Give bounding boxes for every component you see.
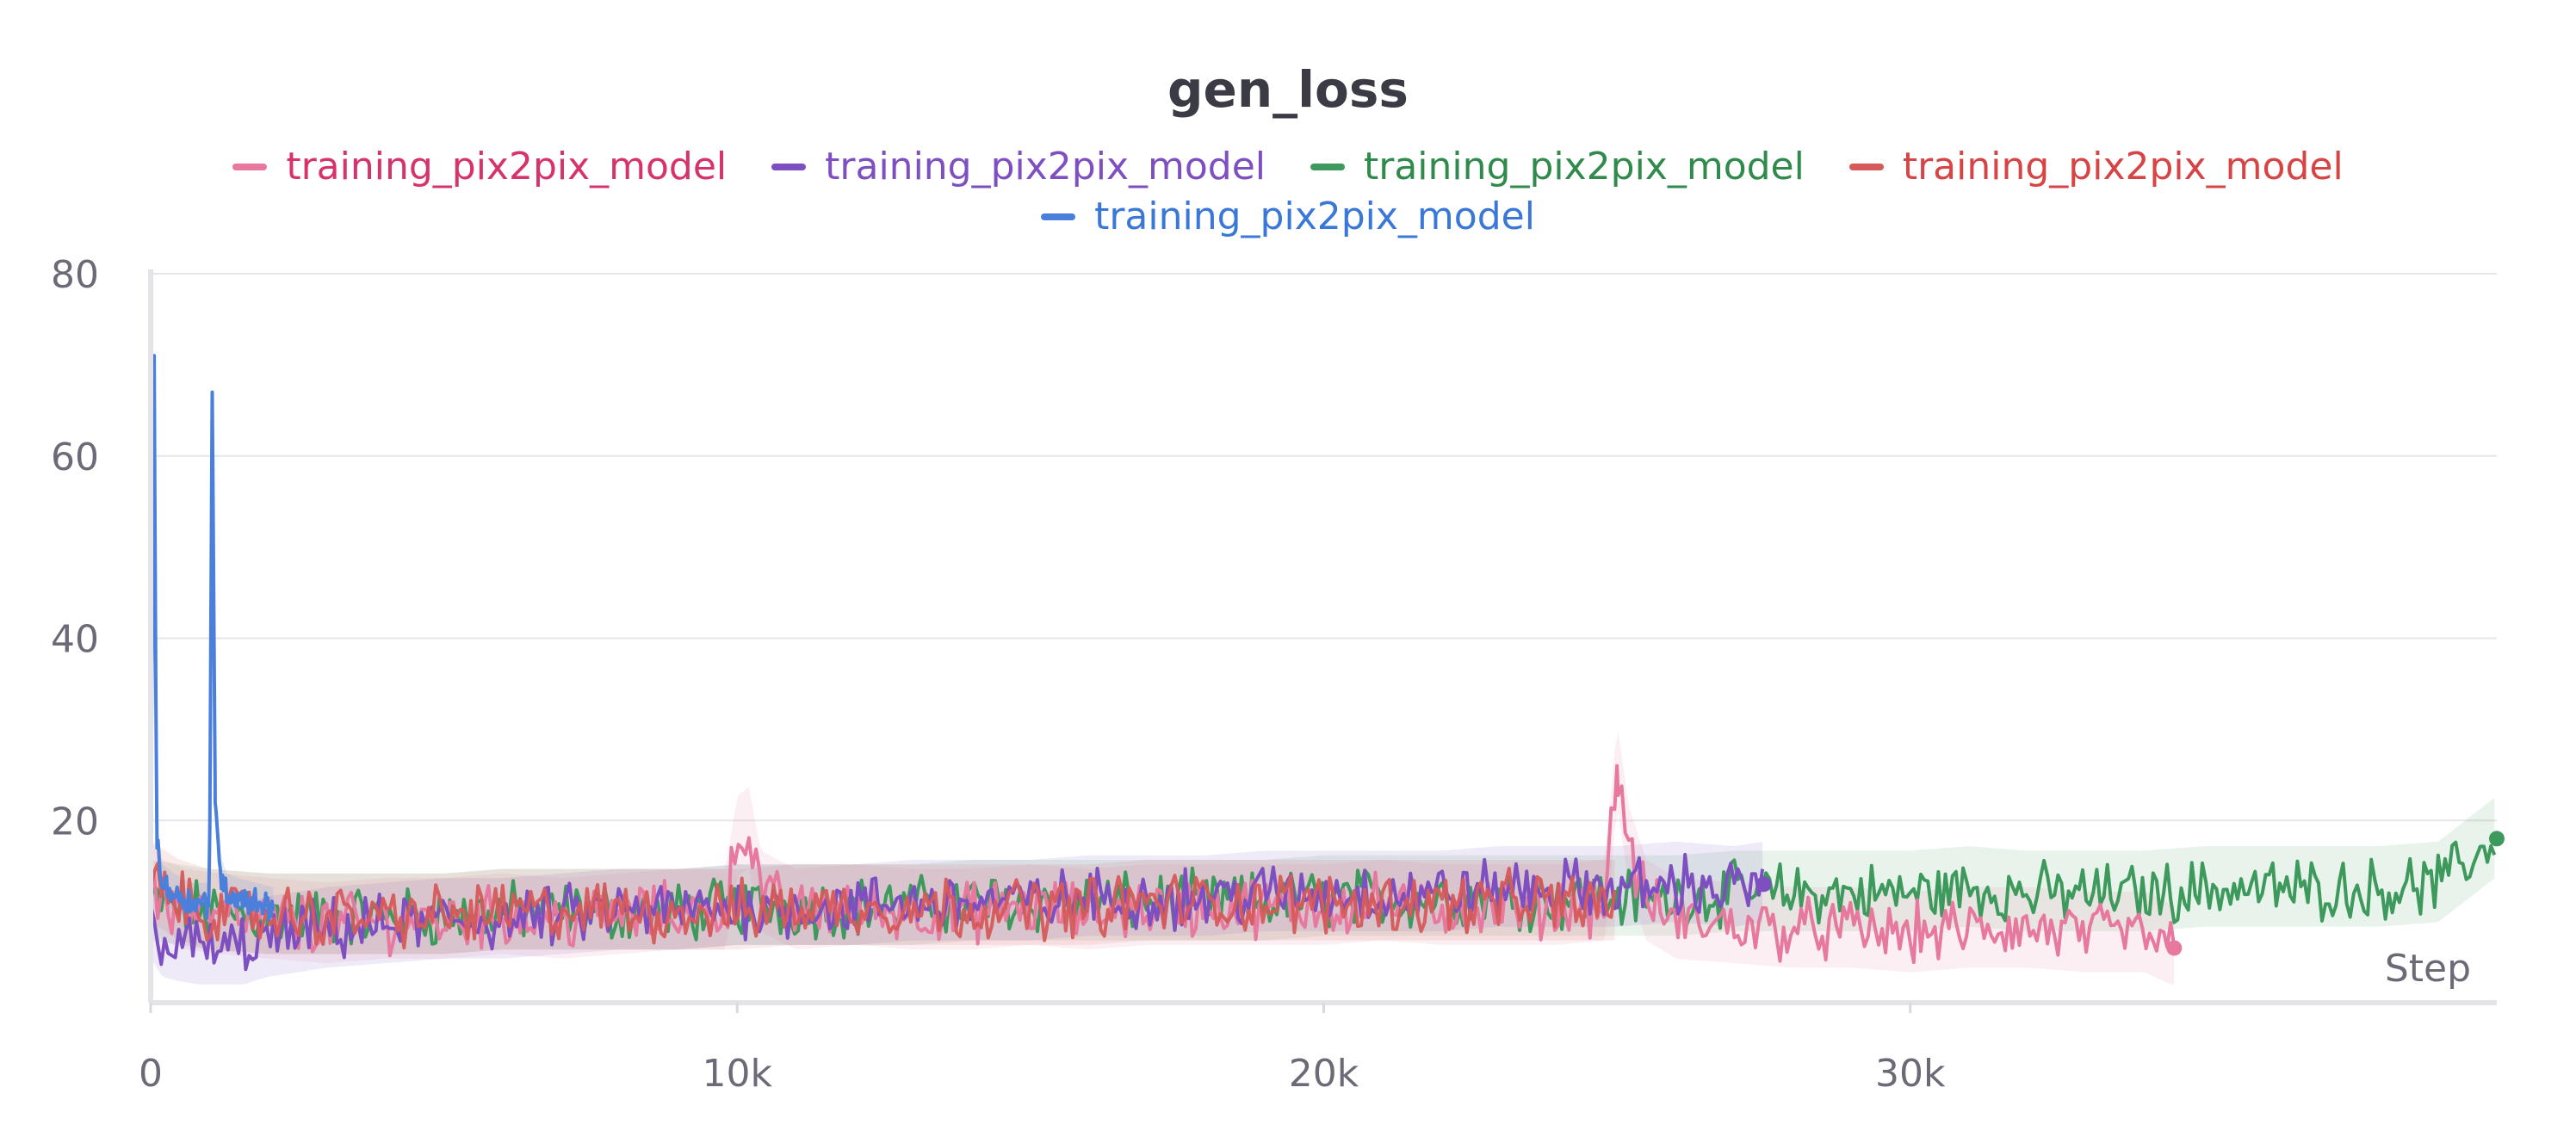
legend-label: training_pix2pix_model [1094, 195, 1535, 238]
y-tick-label: 60 [51, 436, 99, 479]
chart-title: gen_loss [1167, 60, 1409, 119]
legend-item-1[interactable]: training_pix2pix_model [232, 142, 727, 192]
legend-swatch [1041, 213, 1076, 220]
legend-item-3[interactable]: training_pix2pix_model [1310, 142, 1805, 192]
y-tick-label: 80 [51, 253, 99, 297]
grid-layer [151, 273, 2497, 822]
legend-swatch [232, 164, 268, 170]
legend-label: training_pix2pix_model [1364, 145, 1805, 188]
legend-item-5[interactable]: training_pix2pix_model [1041, 192, 1535, 242]
series-end-marker-2 [1756, 876, 1772, 893]
x-tick-label: 30k [1875, 1052, 1946, 1096]
series-layer [149, 354, 2505, 972]
x-tick-label: 0 [139, 1052, 163, 1096]
legend-item-2[interactable]: training_pix2pix_model [771, 142, 1266, 192]
axis-layer: 20 40 60 80 0 10k 20k 30k Step [51, 253, 2497, 1096]
x-axis-label: Step [2385, 947, 2471, 991]
legend-swatch [1848, 164, 1884, 170]
legend-label: training_pix2pix_model [825, 145, 1266, 188]
y-tick-label: 40 [51, 618, 99, 662]
x-tick-label: 10k [703, 1052, 773, 1096]
legend-swatch [1310, 164, 1345, 170]
legend-label: training_pix2pix_model [1902, 145, 2344, 188]
legend-swatch [771, 164, 807, 170]
series-end-marker-3 [2489, 831, 2505, 847]
x-tick-label: 20k [1289, 1052, 1359, 1096]
y-tick-label: 20 [51, 800, 99, 843]
legend-label: training_pix2pix_model [286, 145, 728, 188]
series-line-5 [149, 354, 276, 922]
series-line-4 [149, 862, 1617, 950]
legend: training_pix2pix_model training_pix2pix_m… [207, 142, 2369, 242]
legend-item-4[interactable]: training_pix2pix_model [1848, 142, 2344, 192]
series-line-3 [149, 840, 2497, 946]
series-end-marker-1 [2166, 940, 2183, 956]
series-band-5 [151, 386, 274, 924]
